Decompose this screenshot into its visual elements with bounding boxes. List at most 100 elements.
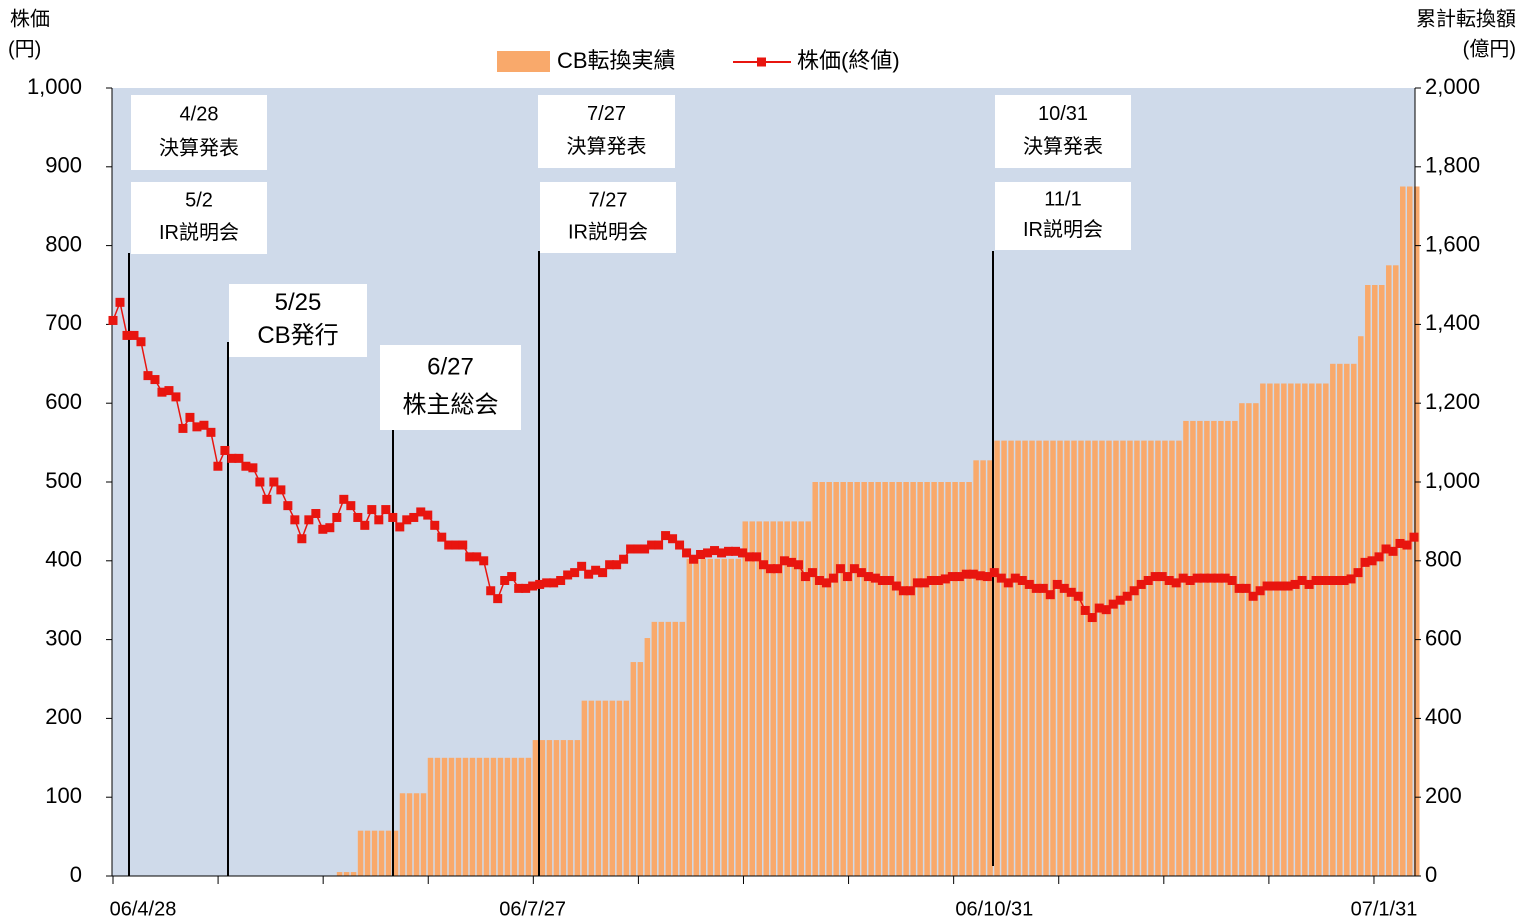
bar [672, 621, 679, 876]
marker [772, 564, 782, 574]
marker [1367, 556, 1377, 566]
marker [150, 375, 160, 385]
bar [756, 521, 762, 876]
bar [1190, 420, 1196, 876]
marker [220, 445, 230, 455]
bar [574, 740, 581, 876]
annotation-text: 11/1 [1044, 189, 1081, 211]
marker [1374, 552, 1384, 562]
marker [486, 586, 496, 596]
bar [539, 740, 546, 876]
bar [798, 521, 804, 876]
marker [933, 576, 943, 585]
marker [437, 532, 447, 542]
marker [675, 540, 685, 550]
marker [842, 572, 852, 582]
y2-axis-label: 累計転換額 [1416, 7, 1516, 30]
bar [441, 757, 448, 876]
bar [490, 757, 497, 876]
marker [1325, 576, 1335, 585]
marker [1339, 576, 1349, 585]
marker [185, 412, 195, 422]
bar [434, 757, 441, 876]
bar [658, 621, 665, 876]
marker [884, 576, 894, 585]
marker [975, 571, 985, 581]
marker [1178, 573, 1188, 583]
marker [1087, 613, 1097, 623]
marker [814, 576, 824, 585]
x-tick-label: 06/4/28 [110, 898, 177, 920]
annotation-box [131, 182, 267, 254]
annotation-text: 5/2 [185, 190, 213, 212]
marker [290, 515, 300, 525]
marker [640, 544, 650, 554]
bar [469, 757, 476, 876]
annotation-box [540, 182, 676, 253]
marker [521, 583, 531, 593]
bar [868, 482, 874, 876]
marker [1038, 583, 1048, 593]
y2-axis-label: (億円) [1463, 37, 1516, 60]
marker [1402, 540, 1412, 550]
marker [570, 568, 580, 578]
marker [115, 297, 125, 307]
bar [742, 521, 749, 876]
bar [1330, 363, 1336, 876]
bar [805, 521, 811, 876]
annotation-text: 決算発表 [567, 135, 647, 158]
bar [819, 482, 825, 876]
bar [770, 521, 776, 876]
marker [828, 573, 838, 583]
bar [952, 482, 958, 876]
bar [371, 830, 378, 876]
bar [413, 793, 420, 876]
marker [1290, 579, 1300, 589]
bar [420, 793, 427, 876]
marker [912, 578, 922, 588]
marker [668, 534, 678, 544]
y2-tick-label: 1,200 [1425, 389, 1480, 414]
marker [255, 477, 265, 487]
marker [647, 540, 657, 550]
bar [791, 521, 797, 876]
marker [1122, 591, 1132, 601]
bar [623, 700, 630, 876]
marker [108, 315, 118, 325]
marker [507, 572, 517, 582]
marker [821, 578, 831, 588]
marker [339, 494, 349, 504]
bar [1358, 336, 1364, 877]
bar [1365, 285, 1371, 876]
bar [1078, 440, 1084, 876]
bar [1407, 186, 1413, 876]
marker [1073, 591, 1083, 601]
marker [325, 523, 335, 533]
marker [311, 509, 321, 519]
marker [122, 330, 132, 340]
marker [318, 524, 328, 534]
annotation-text: IR説明会 [1023, 218, 1103, 241]
bar [504, 757, 511, 876]
x-tick-label: 06/7/27 [499, 898, 566, 920]
x-tick-label: 06/10/31 [955, 898, 1033, 920]
marker [703, 548, 713, 558]
marker [689, 554, 699, 564]
marker [779, 556, 789, 566]
marker [276, 485, 286, 495]
bar [1085, 440, 1091, 876]
y-tick-label: 0 [70, 862, 82, 887]
marker [905, 586, 915, 596]
marker [877, 576, 887, 585]
annotation-text: CB発行 [257, 322, 338, 349]
marker [1031, 583, 1041, 593]
bar [896, 482, 902, 876]
marker [500, 576, 510, 585]
marker [891, 581, 901, 591]
bar [1414, 186, 1420, 876]
marker [395, 522, 405, 532]
bar [1043, 440, 1049, 876]
marker [535, 579, 545, 589]
bar [1022, 440, 1028, 876]
bar [749, 521, 756, 876]
